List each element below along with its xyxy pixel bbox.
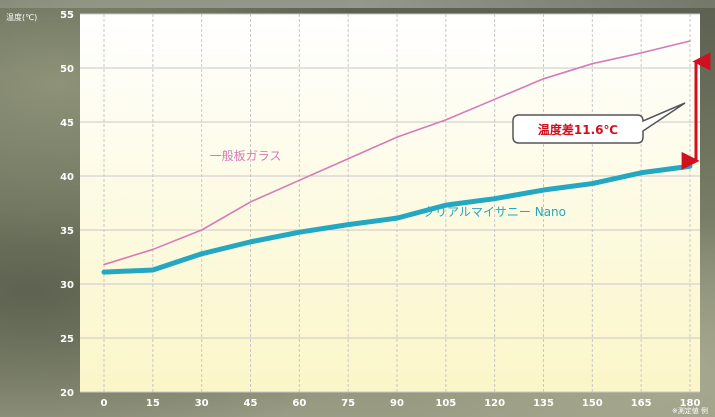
x-tick-label: 45	[244, 398, 258, 409]
y-tick-label: 55	[60, 10, 74, 21]
x-tick-label: 120	[484, 398, 505, 409]
series-lines	[101, 40, 693, 275]
y-tick-label: 30	[60, 280, 74, 291]
x-tick-label: 135	[533, 398, 554, 409]
series-label-glass: 一般板ガラス	[210, 148, 282, 163]
grid-lines	[80, 13, 700, 393]
y-tick-label: 45	[60, 118, 74, 129]
x-tick-label: 180	[680, 398, 701, 409]
x-tick-label: 105	[435, 398, 456, 409]
y-tick-label: 25	[60, 334, 74, 345]
x-tick-label: 0	[101, 398, 108, 409]
plot-area	[80, 14, 700, 392]
temperature-difference-callout: 温度差11.6℃	[512, 102, 686, 144]
y-axis-ticks: 20 25 30 35 40 45 50 55	[60, 10, 74, 399]
x-tick-label: 150	[582, 398, 603, 409]
y-axis-label: 温度(℃)	[6, 12, 37, 22]
top-banner-strip	[0, 0, 715, 8]
y-tick-label: 35	[60, 226, 74, 237]
measurement-note: ※測定値 例	[672, 406, 708, 415]
y-tick-label: 50	[60, 64, 74, 75]
y-tick-label: 20	[60, 388, 74, 399]
x-tick-label: 75	[341, 398, 355, 409]
x-tick-label: 15	[146, 398, 160, 409]
x-tick-label: 90	[390, 398, 404, 409]
callout-box	[512, 102, 686, 144]
y-tick-label: 40	[60, 172, 74, 183]
x-tick-label: 60	[292, 398, 306, 409]
callout-text: 温度差11.6℃	[538, 122, 618, 137]
x-tick-label: 165	[631, 398, 652, 409]
series-label-nano: クリアルマイサニー Nano	[423, 205, 566, 219]
x-tick-label: 30	[195, 398, 209, 409]
x-axis-ticks: 0 15 30 45 60 75 90 105 120 135 150 165 180	[101, 398, 701, 409]
